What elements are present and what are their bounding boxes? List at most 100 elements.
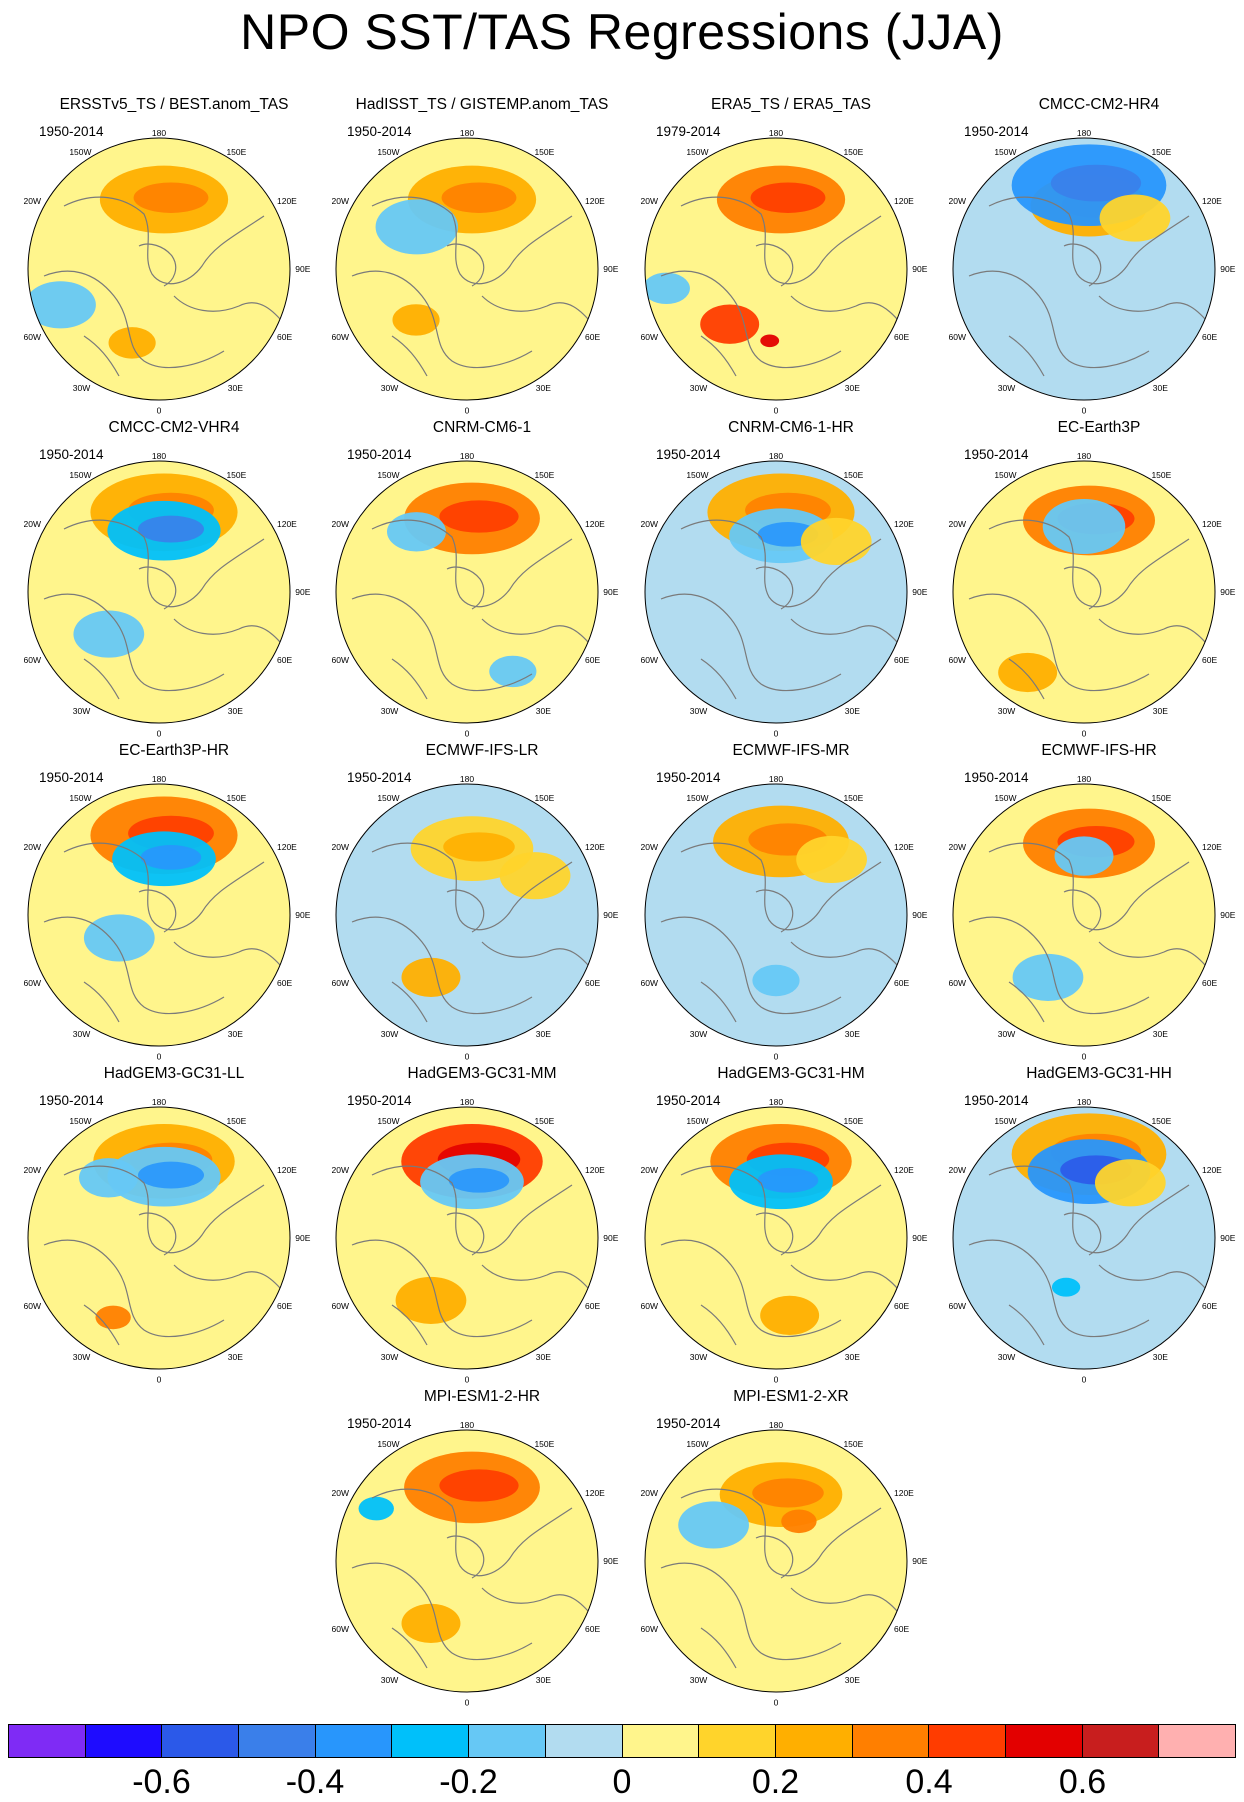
coastlines: [968, 519, 1212, 700]
anomaly-patch: [1042, 498, 1126, 555]
longitude-label: 0: [465, 405, 470, 415]
longitude-label: 150W: [686, 1439, 708, 1449]
panel-years: 1950-2014: [656, 1093, 721, 1108]
longitude-label: 90E: [603, 1233, 618, 1243]
longitude-label: 60E: [585, 1301, 600, 1311]
map-panel: 180150W150E120W120E90W90E60W60E30W30E0Ha…: [332, 96, 632, 416]
coastlines: [660, 519, 904, 700]
longitude-label: 180: [460, 774, 474, 784]
longitude-label: 120E: [1202, 519, 1222, 529]
polar-map: 180150W150E120W120E90W90E60W60E30W30E0: [332, 774, 619, 1062]
panel-title: EC-Earth3P: [1057, 419, 1141, 436]
longitude-label: 150E: [226, 1116, 246, 1126]
longitude-label: 90E: [1220, 587, 1235, 597]
polar-map: 180150W150E120W120E90W90E60W60E30W30E0: [641, 1420, 928, 1708]
longitude-label: 150E: [534, 147, 554, 157]
anomaly-patch: [79, 1158, 138, 1198]
longitude-label: 90E: [295, 264, 310, 274]
anomaly-patch: [645, 272, 690, 305]
coastlines: [43, 1165, 287, 1346]
longitude-label: 0: [1082, 1374, 1087, 1384]
longitude-label: 30E: [1153, 706, 1168, 716]
polar-map: 180150W150E120W120E90W90E60W60E30W30E0: [949, 774, 1236, 1062]
longitude-label: 120E: [585, 1165, 605, 1175]
map-panel: 180150W150E120W120E90W90E60W60E30W30E0CN…: [641, 419, 941, 739]
longitude-label: 120W: [641, 196, 658, 206]
longitude-label: 120W: [949, 196, 966, 206]
panel-years: 1950-2014: [964, 770, 1029, 785]
anomaly-patch: [395, 1276, 467, 1324]
longitude-label: 60W: [641, 1301, 658, 1311]
polar-map: 180150W150E120W120E90W90E60W60E30W30E0: [24, 128, 311, 416]
longitude-label: 30E: [1153, 383, 1168, 393]
longitude-label: 120W: [641, 1488, 658, 1498]
longitude-label: 150W: [377, 470, 399, 480]
panel-title: HadGEM3-GC31-LL: [103, 1065, 245, 1082]
longitude-label: 120E: [277, 1165, 297, 1175]
map-panel: 180150W150E120W120E90W90E60W60E30W30E0ER…: [24, 96, 324, 416]
longitude-label: 30E: [536, 1352, 551, 1362]
longitude-label: 60W: [332, 655, 349, 665]
anomaly-core: [443, 832, 515, 862]
longitude-label: 150W: [377, 1116, 399, 1126]
longitude-label: 0: [465, 1051, 470, 1061]
map-panel: 180150W150E120W120E90W90E60W60E30W30E0EC…: [949, 419, 1244, 739]
longitude-label: 150E: [1151, 1116, 1171, 1126]
map-panel: 180150W150E120W120E90W90E60W60E30W30E0CM…: [949, 96, 1244, 416]
longitude-label: 0: [465, 728, 470, 738]
longitude-label: 180: [769, 1420, 783, 1430]
colorbar-tick-label: 0.4: [905, 1763, 953, 1801]
longitude-label: 90E: [912, 264, 927, 274]
longitude-label: 150W: [686, 147, 708, 157]
anomaly-core: [140, 845, 202, 870]
panel-title: ECMWF-IFS-MR: [732, 742, 850, 759]
panel-years: 1950-2014: [347, 770, 412, 785]
longitude-label: 30E: [1153, 1029, 1168, 1039]
panel-years: 1950-2014: [656, 447, 721, 462]
longitude-label: 0: [157, 1051, 162, 1061]
anomaly-patch: [796, 835, 867, 884]
longitude-label: 60E: [277, 655, 292, 665]
panel-years: 1950-2014: [656, 770, 721, 785]
longitude-label: 30E: [228, 1029, 243, 1039]
longitude-label: 60E: [585, 1624, 600, 1634]
anomaly-core: [137, 515, 205, 543]
longitude-label: 60W: [641, 1624, 658, 1634]
anomaly-patch: [700, 304, 760, 344]
longitude-label: 120E: [277, 196, 297, 206]
anomaly-core: [448, 1168, 510, 1193]
panel-years: 1950-2014: [347, 124, 412, 139]
polar-map: 180150W150E120W120E90W90E60W60E30W30E0: [641, 128, 928, 416]
longitude-label: 60E: [1202, 978, 1217, 988]
longitude-label: 60W: [949, 332, 966, 342]
longitude-label: 60E: [277, 1301, 292, 1311]
panel-title: CMCC-CM2-VHR4: [108, 419, 240, 436]
anomaly-patch: [401, 1603, 461, 1644]
longitude-label: 60E: [894, 978, 909, 988]
longitude-label: 0: [157, 728, 162, 738]
colorbar-box: [85, 1725, 163, 1757]
polar-map: 180150W150E120W120E90W90E60W60E30W30E0: [332, 128, 619, 416]
longitude-label: 90E: [912, 587, 927, 597]
longitude-label: 150W: [69, 147, 91, 157]
longitude-label: 150W: [686, 470, 708, 480]
panel-years: 1950-2014: [964, 1093, 1029, 1108]
anomaly-core: [439, 500, 519, 533]
coastlines: [351, 1488, 595, 1669]
anomaly-patch: [358, 1496, 394, 1521]
longitude-label: 120E: [277, 519, 297, 529]
longitude-label: 150E: [226, 147, 246, 157]
panel-title: MPI-ESM1-2-XR: [733, 1388, 849, 1405]
panel-years: 1950-2014: [347, 1416, 412, 1431]
longitude-label: 60W: [641, 978, 658, 988]
longitude-label: 60E: [894, 655, 909, 665]
longitude-label: 120E: [894, 196, 914, 206]
longitude-label: 150W: [377, 1439, 399, 1449]
longitude-label: 0: [774, 1374, 779, 1384]
anomaly-core: [750, 182, 826, 213]
longitude-label: 30E: [1153, 1352, 1168, 1362]
anomaly-patch: [1012, 953, 1084, 1001]
longitude-label: 150E: [534, 1116, 554, 1126]
colorbar-box: [392, 1725, 470, 1757]
polar-map: 180150W150E120W120E90W90E60W60E30W30E0: [641, 451, 928, 739]
